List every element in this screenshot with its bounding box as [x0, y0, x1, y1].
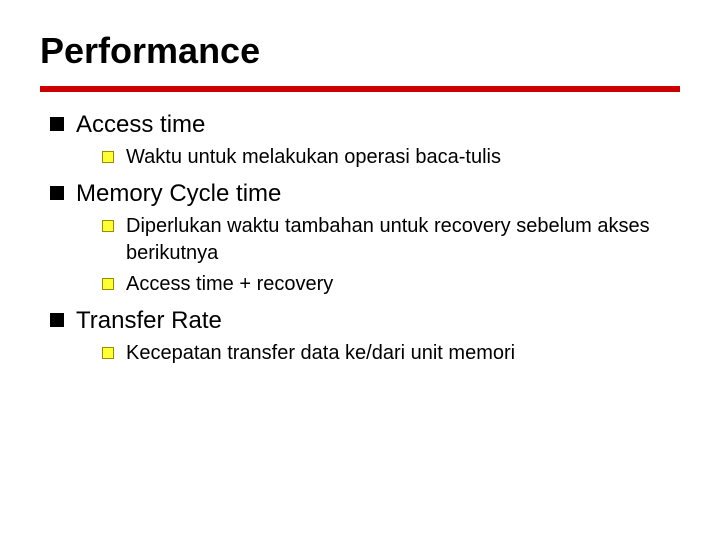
sub-list: Kecepatan transfer data ke/dari unit mem… — [76, 340, 680, 367]
list-item: Access time Waktu untuk melakukan operas… — [48, 110, 680, 171]
list-item-label: Memory Cycle time — [76, 180, 281, 207]
title-underline — [40, 86, 680, 92]
slide-title: Performance — [40, 30, 680, 72]
list-item-label: Transfer Rate — [76, 307, 222, 334]
list-item-label: Access time — [76, 111, 205, 138]
bullet-list: Access time Waktu untuk melakukan operas… — [40, 110, 680, 367]
sub-list-item: Kecepatan transfer data ke/dari unit mem… — [102, 340, 680, 367]
sub-list: Waktu untuk melakukan operasi baca-tulis — [76, 144, 680, 171]
sub-list-item: Access time + recovery — [102, 271, 680, 298]
sub-list-item: Waktu untuk melakukan operasi baca-tulis — [102, 144, 680, 171]
list-item: Transfer Rate Kecepatan transfer data ke… — [48, 306, 680, 367]
list-item: Memory Cycle time Diperlukan waktu tamba… — [48, 179, 680, 298]
slide: Performance Access time Waktu untuk mela… — [0, 0, 720, 540]
sub-list: Diperlukan waktu tambahan untuk recovery… — [76, 213, 680, 298]
sub-list-item: Diperlukan waktu tambahan untuk recovery… — [102, 213, 680, 267]
